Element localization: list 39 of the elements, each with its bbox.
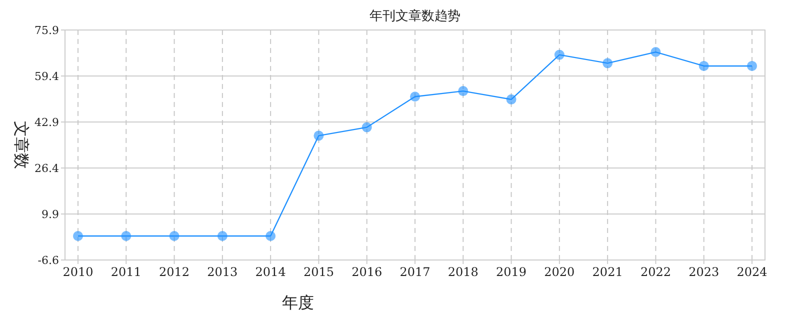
point (73, 231, 83, 242)
y-tick-label: 59.4 (34, 70, 59, 83)
point (410, 92, 420, 102)
x-tick-label: 2024 (736, 265, 768, 279)
y-tick-label: 9.9 (42, 208, 59, 221)
y-tick-label: 42.9 (34, 116, 59, 129)
point (458, 86, 468, 96)
x-tick-label: 2015 (303, 265, 334, 279)
x-tick-label: 2017 (400, 265, 430, 279)
point (314, 130, 324, 141)
x-tick-label: 2013 (207, 265, 238, 279)
x-tick-label: 2016 (352, 265, 382, 279)
y-tick-label: -6.6 (38, 254, 59, 267)
chart-title: 年刊文章数趋势 (370, 9, 460, 24)
x-tick-label: 2021 (592, 265, 623, 279)
point (266, 231, 276, 242)
x-tick-label: 2019 (496, 265, 527, 279)
point (121, 231, 132, 242)
x-axis-title: 年度 (282, 293, 314, 312)
y-axis-title: 文章数 (12, 121, 31, 169)
y-tick-label: 26.4 (34, 162, 59, 175)
point (217, 231, 228, 242)
x-tick-label: 2011 (110, 265, 142, 279)
point (602, 58, 613, 68)
point (650, 47, 661, 58)
point (554, 50, 564, 60)
x-tick-label: 2014 (255, 265, 286, 279)
x-tick-label: 2023 (688, 265, 720, 279)
point (169, 231, 180, 242)
point (698, 60, 709, 71)
point (747, 60, 757, 71)
x-tick-label: 2020 (544, 265, 575, 279)
point (506, 94, 516, 104)
x-tick-label: 2012 (159, 265, 190, 279)
y-tick-label: 75.9 (34, 24, 59, 37)
point (362, 122, 372, 132)
x-tick-label: 2018 (448, 265, 478, 279)
x-tick-label: 2010 (62, 265, 94, 279)
x-tick-label: 2022 (640, 265, 671, 279)
